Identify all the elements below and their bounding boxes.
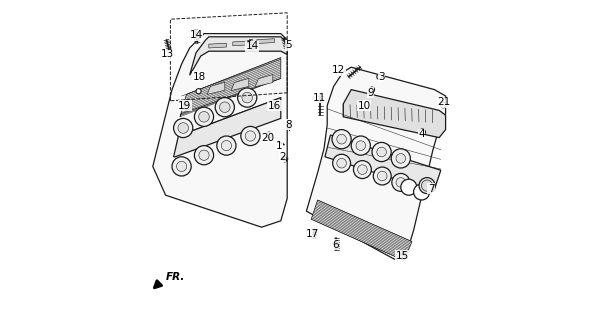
Circle shape xyxy=(377,147,386,157)
Text: 18: 18 xyxy=(193,72,206,82)
Text: 5: 5 xyxy=(286,40,292,51)
Circle shape xyxy=(356,141,365,150)
Text: 2: 2 xyxy=(279,152,286,162)
Circle shape xyxy=(215,98,235,117)
Text: 12: 12 xyxy=(332,65,345,76)
Text: 7: 7 xyxy=(428,184,434,194)
Polygon shape xyxy=(325,135,441,191)
Polygon shape xyxy=(255,75,273,87)
Text: 4: 4 xyxy=(418,129,425,140)
Text: 10: 10 xyxy=(358,100,371,111)
Circle shape xyxy=(370,87,374,92)
Circle shape xyxy=(372,142,391,162)
Circle shape xyxy=(337,158,346,168)
Text: 15: 15 xyxy=(396,251,409,261)
Polygon shape xyxy=(207,82,225,94)
Text: 20: 20 xyxy=(262,132,275,143)
Circle shape xyxy=(413,184,430,200)
Text: 21: 21 xyxy=(437,97,451,108)
Text: 8: 8 xyxy=(286,120,292,130)
Circle shape xyxy=(440,102,446,108)
Circle shape xyxy=(266,132,272,138)
Circle shape xyxy=(184,104,190,110)
Text: 11: 11 xyxy=(313,92,326,103)
Circle shape xyxy=(358,165,367,174)
Polygon shape xyxy=(231,78,249,91)
Polygon shape xyxy=(180,58,281,117)
Circle shape xyxy=(419,178,435,194)
Polygon shape xyxy=(307,67,446,259)
Text: 19: 19 xyxy=(178,100,191,111)
Text: 14: 14 xyxy=(245,41,259,51)
Circle shape xyxy=(194,146,214,165)
Text: 14: 14 xyxy=(190,30,203,40)
Circle shape xyxy=(238,88,257,107)
Circle shape xyxy=(241,126,260,146)
Circle shape xyxy=(351,136,370,155)
Circle shape xyxy=(173,118,193,138)
Circle shape xyxy=(421,180,433,191)
Polygon shape xyxy=(257,39,274,44)
Circle shape xyxy=(377,74,382,79)
Circle shape xyxy=(377,171,387,181)
Circle shape xyxy=(176,161,187,172)
Circle shape xyxy=(419,129,425,135)
Circle shape xyxy=(353,161,371,179)
Circle shape xyxy=(217,136,236,155)
Polygon shape xyxy=(173,98,281,157)
Polygon shape xyxy=(233,41,250,46)
Circle shape xyxy=(245,131,256,141)
Polygon shape xyxy=(311,200,412,260)
Polygon shape xyxy=(343,90,446,138)
Circle shape xyxy=(199,150,209,160)
Circle shape xyxy=(332,130,351,149)
Circle shape xyxy=(172,157,191,176)
Circle shape xyxy=(199,112,209,122)
Polygon shape xyxy=(153,34,287,227)
Circle shape xyxy=(196,89,201,94)
Text: 16: 16 xyxy=(268,100,281,111)
Text: 3: 3 xyxy=(378,72,385,82)
Text: 9: 9 xyxy=(367,88,374,98)
Circle shape xyxy=(332,154,350,172)
Circle shape xyxy=(272,103,277,107)
Circle shape xyxy=(396,154,406,163)
Circle shape xyxy=(337,134,346,144)
Circle shape xyxy=(242,92,253,103)
Text: 6: 6 xyxy=(332,240,338,250)
Circle shape xyxy=(401,179,417,195)
Text: 1: 1 xyxy=(276,140,283,151)
Circle shape xyxy=(391,149,410,168)
Text: 13: 13 xyxy=(161,49,174,60)
Polygon shape xyxy=(209,43,226,48)
Circle shape xyxy=(178,123,188,133)
Circle shape xyxy=(221,140,232,151)
Circle shape xyxy=(392,173,410,191)
Text: FR.: FR. xyxy=(166,272,185,282)
Circle shape xyxy=(373,167,391,185)
Text: 17: 17 xyxy=(306,228,319,239)
Circle shape xyxy=(194,107,214,126)
Polygon shape xyxy=(190,37,287,75)
Circle shape xyxy=(396,178,406,187)
Circle shape xyxy=(220,102,230,113)
